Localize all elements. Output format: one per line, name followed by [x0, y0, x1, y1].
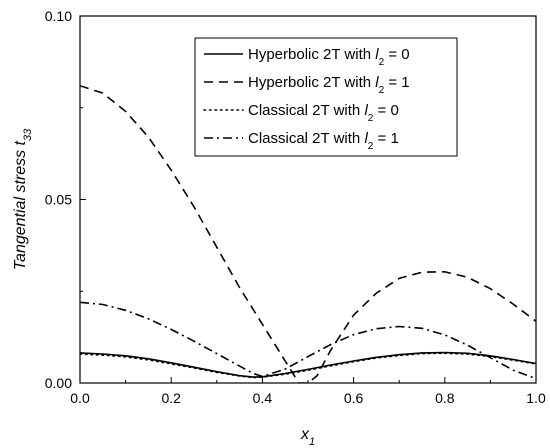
- x-tick-label: 0.4: [253, 390, 273, 406]
- x-tick-label: 1.0: [526, 390, 546, 406]
- series-line-4: [80, 301, 536, 380]
- x-tick-label: 0.6: [344, 390, 364, 406]
- series-lines: [80, 84, 536, 383]
- legend-label-3: Classical 2T with l2 = 0: [248, 102, 399, 124]
- y-tick-label: 0.10: [45, 8, 72, 24]
- legend-label-4: Classical 2T with l2 = 1: [248, 130, 399, 152]
- legend-label-1: Hyperbolic 2T with l2 = 0: [248, 46, 410, 68]
- x-tick-label: 0.0: [70, 390, 90, 406]
- legend-box: [194, 37, 458, 157]
- legend: Hyperbolic 2T with l2 = 0 Hyperbolic 2T w…: [194, 37, 458, 157]
- legend-label-2: Hyperbolic 2T with l2 = 1: [248, 74, 410, 96]
- y-tick-label: 0.00: [45, 375, 72, 391]
- series-line-3: [80, 352, 536, 379]
- x-axis-title: x1: [300, 426, 315, 448]
- y-tick-label: 0.05: [45, 192, 72, 208]
- y-axis-title: Tangential stress t33: [12, 128, 34, 270]
- x-tick-label: 0.8: [435, 390, 455, 406]
- axis-ticks: 0.0 0.2 0.4 0.6 0.8 1.0 0.00 0.05 0.10: [45, 8, 546, 406]
- x-tick-label: 0.2: [161, 390, 181, 406]
